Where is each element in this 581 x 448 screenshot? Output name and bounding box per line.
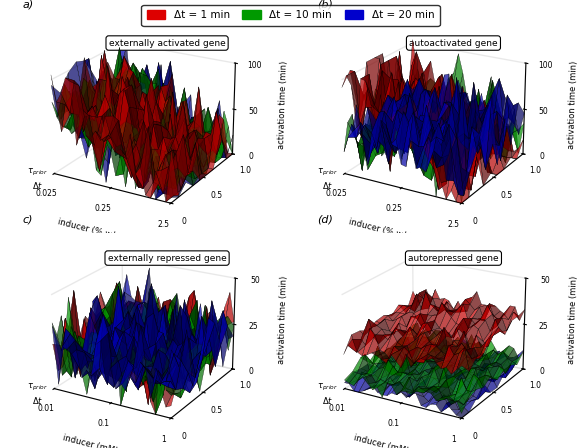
Text: externally repressed gene: externally repressed gene: [107, 254, 227, 263]
X-axis label: inducer (% w/v): inducer (% w/v): [57, 217, 124, 242]
X-axis label: inducer (mM): inducer (mM): [62, 434, 119, 448]
Text: $\tau_{prior}$
$\Delta t$: $\tau_{prior}$ $\Delta t$: [27, 167, 48, 190]
Text: $\tau_{prior}$
$\Delta t$: $\tau_{prior}$ $\Delta t$: [317, 382, 338, 405]
Text: externally activated gene: externally activated gene: [109, 39, 225, 47]
X-axis label: inducer (% w/v): inducer (% w/v): [347, 217, 414, 242]
Text: $\tau_{prior}$
$\Delta t$: $\tau_{prior}$ $\Delta t$: [317, 167, 338, 190]
Text: a): a): [23, 0, 34, 10]
Text: c): c): [23, 215, 33, 225]
Text: (b): (b): [317, 0, 333, 10]
Text: (d): (d): [317, 215, 333, 225]
Text: autoactivated gene: autoactivated gene: [409, 39, 498, 47]
X-axis label: inducer (mM): inducer (mM): [353, 434, 410, 448]
Legend: Δt = 1 min, Δt = 10 min, Δt = 20 min: Δt = 1 min, Δt = 10 min, Δt = 20 min: [142, 5, 439, 26]
Text: $\tau_{prior}$
$\Delta t$: $\tau_{prior}$ $\Delta t$: [27, 382, 48, 405]
Text: autorepressed gene: autorepressed gene: [408, 254, 498, 263]
